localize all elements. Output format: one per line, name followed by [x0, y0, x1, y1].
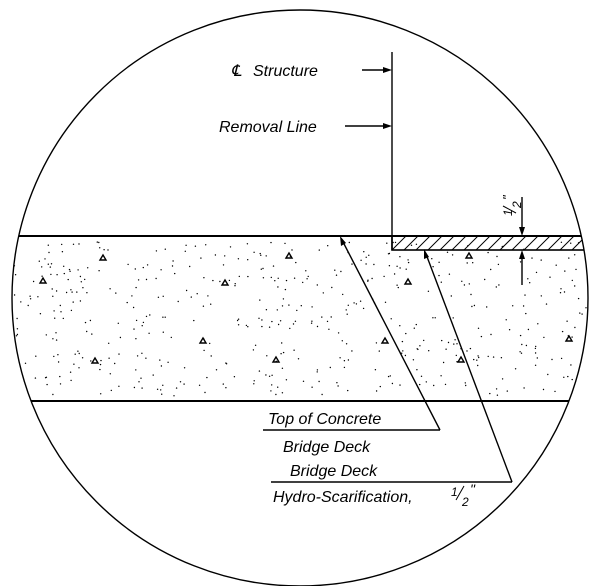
bridge-deck-label: Bridge Deck	[283, 439, 371, 456]
dimension-text: 1 2 "	[500, 194, 524, 216]
fraction-numerator: 1	[451, 485, 458, 499]
top-of-concrete-label: Top of Concrete	[268, 411, 381, 428]
top-of-concrete-leader	[340, 236, 441, 431]
fraction-inch-mark: "	[470, 481, 476, 497]
dim-denominator: 2	[510, 201, 524, 209]
bridge-deck-label-2: Bridge Deck	[290, 463, 378, 480]
centerline-label: Structure	[253, 63, 318, 80]
half-inch-dimension	[519, 197, 525, 285]
concrete-deck	[12, 235, 588, 402]
removal-line-label: Removal Line	[219, 119, 317, 136]
concrete-stipple	[12, 241, 587, 397]
hydro-fraction: 1 2 "	[451, 481, 476, 509]
removal-line-leader	[345, 123, 392, 129]
aggregate-marks	[38, 251, 574, 364]
hydro-scarification-label: Hydro-Scarification,	[273, 489, 413, 506]
centerline-leader	[362, 67, 392, 73]
dim-numerator: 1	[501, 209, 515, 216]
detail-circle	[11, 9, 589, 586]
hydro-scarification-leader	[424, 249, 513, 483]
fraction-denominator: 2	[461, 495, 469, 509]
centerline-symbol: ℄	[231, 63, 242, 80]
removal-layer	[391, 235, 588, 251]
dim-inch-mark: "	[500, 194, 515, 200]
